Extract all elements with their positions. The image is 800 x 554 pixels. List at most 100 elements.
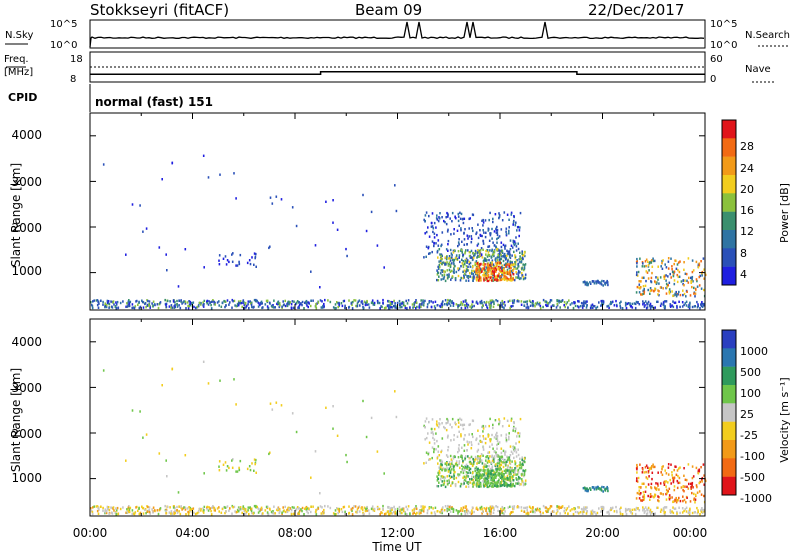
echo-cell: [512, 221, 515, 224]
echo-cell: [665, 488, 668, 492]
echo-cell: [428, 252, 430, 255]
echo-cell: [515, 245, 518, 248]
echo-cell: [472, 279, 474, 282]
echo-cell: [323, 302, 325, 306]
echo-cell: [476, 508, 479, 511]
echo-cell: [496, 225, 498, 229]
echo-cell: [445, 509, 448, 512]
echo-cell: [427, 432, 429, 435]
echo-cell: [472, 457, 475, 461]
echo-cell: [678, 300, 680, 303]
echo-cell: [496, 258, 499, 262]
echo-cell: [476, 479, 479, 483]
echo-cell: [437, 471, 439, 475]
echo-cell: [422, 299, 424, 302]
echo-cell: [233, 299, 236, 303]
echo-cell: [453, 228, 455, 231]
echo-cell: [446, 273, 448, 277]
echo-cell: [427, 226, 429, 229]
echo-cell: [685, 295, 687, 298]
echo-cell: [682, 279, 684, 282]
echo-cell: [436, 278, 438, 282]
echo-cell: [457, 512, 459, 515]
echo-cell: [511, 299, 514, 302]
echo-cell: [483, 485, 485, 488]
echo-cell: [187, 513, 190, 516]
echo-cell: [450, 507, 453, 510]
echo-cell: [482, 424, 484, 428]
echo-cell: [489, 306, 491, 309]
echo-cell: [489, 306, 492, 309]
echo-cell: [495, 474, 498, 478]
echo-cell: [703, 510, 705, 513]
echo-cell: [600, 303, 603, 306]
colorbar-segment: [722, 193, 736, 212]
echo-cell: [655, 482, 657, 485]
colorbar-segment: [722, 330, 736, 349]
echo-cell: [281, 305, 283, 308]
echo-cell: [466, 440, 469, 443]
echo-cell: [500, 228, 503, 231]
echo-cell: [437, 477, 440, 481]
echo-cell: [496, 443, 498, 447]
echo-cell: [482, 240, 485, 243]
echo-cell: [520, 300, 523, 303]
echo-cell: [499, 261, 501, 264]
echo-cell: [425, 417, 428, 420]
echo-cell: [481, 219, 483, 222]
echo-cell: [305, 508, 308, 511]
echo-cell: [443, 277, 445, 280]
echo-cell: [610, 506, 612, 510]
echo-cell: [671, 474, 673, 477]
echo-cell: [503, 478, 506, 481]
echo-cell: [366, 509, 368, 512]
echo-cell: [501, 475, 503, 478]
echo-cell: [565, 302, 568, 306]
echo-cell: [466, 512, 469, 515]
echo-cell: [515, 455, 518, 458]
echo-cell: [452, 251, 455, 254]
echo-cell: [501, 511, 504, 515]
echo-cell: [104, 302, 107, 305]
echo-cell: [520, 463, 522, 466]
echo-cell: [504, 304, 506, 307]
echo-cell: [591, 512, 593, 515]
echo-cell: [496, 228, 499, 232]
echo-cell: [647, 494, 649, 498]
echo-cell: [520, 303, 523, 306]
echo-cell: [472, 265, 474, 268]
echo-cell: [512, 475, 514, 478]
echo-cell: [206, 505, 209, 509]
echo-cell: [448, 262, 451, 266]
echo-cell: [492, 217, 494, 221]
echo-cell: [492, 473, 495, 476]
echo-cell: [506, 213, 509, 216]
echo-cell: [520, 483, 522, 486]
echo-cell: [360, 301, 363, 304]
echo-cell: [529, 510, 532, 513]
echo-cell: [517, 265, 520, 268]
echo-cell: [673, 468, 675, 472]
echo-cell: [625, 512, 628, 516]
cpid-label: CPID: [8, 91, 37, 104]
echo-cell: [640, 492, 642, 495]
echo-cell: [506, 474, 509, 478]
echo-cell: [686, 485, 688, 488]
echo-cell: [367, 509, 370, 512]
echo-cell: [645, 476, 648, 479]
echo-cell: [496, 437, 499, 440]
echo-cell: [534, 302, 537, 305]
echo-cell: [521, 274, 524, 277]
echo-cell: [141, 506, 144, 510]
echo-cell: [456, 257, 459, 261]
echo-cell: [452, 508, 455, 511]
echo-cell: [459, 303, 462, 306]
echo-cell: [348, 299, 350, 302]
echo-cell: [496, 462, 499, 465]
echo-cell: [319, 299, 322, 302]
echo-cell: [661, 468, 663, 471]
echo-cell: [495, 260, 497, 263]
echo-cell: [477, 461, 479, 464]
echo-cell: [210, 303, 212, 307]
echo-cell: [497, 267, 499, 270]
